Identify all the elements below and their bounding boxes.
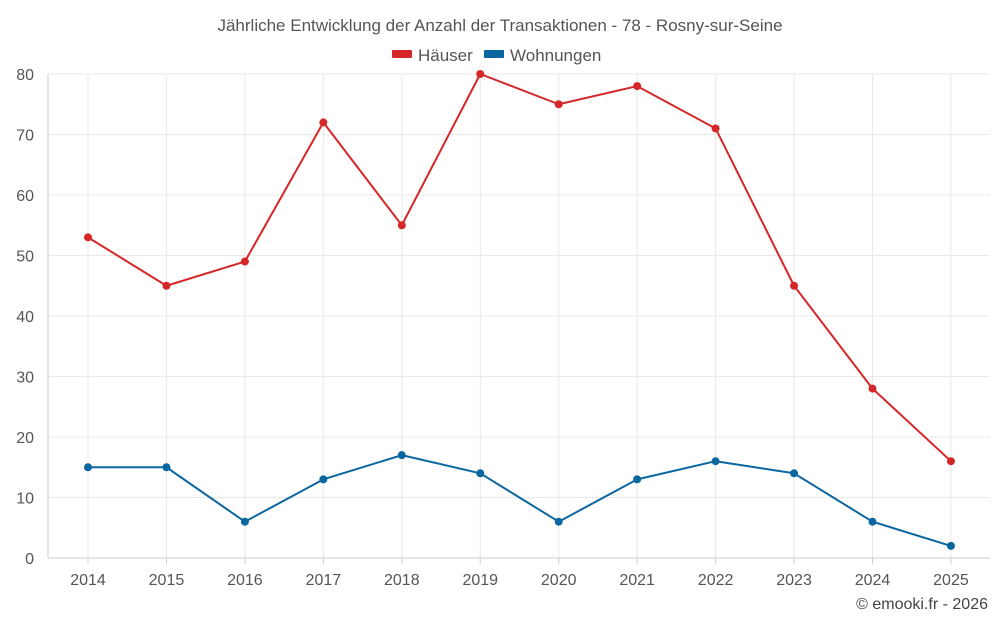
data-point-haeuser[interactable] xyxy=(476,70,485,78)
data-point-wohnungen[interactable] xyxy=(162,463,171,472)
x-tick-label: 2022 xyxy=(698,572,734,589)
y-tick-label: 30 xyxy=(16,370,34,387)
data-point-haeuser[interactable] xyxy=(162,281,171,290)
series xyxy=(84,70,955,550)
data-point-wohnungen[interactable] xyxy=(868,517,877,526)
x-tick-label: 2019 xyxy=(462,572,498,589)
x-tick-label: 2024 xyxy=(855,572,891,589)
data-point-haeuser[interactable] xyxy=(319,118,328,127)
data-point-haeuser[interactable] xyxy=(790,281,799,290)
legend: Häuser Wohnungen xyxy=(392,46,601,65)
legend-label-wohnungen[interactable]: Wohnungen xyxy=(510,46,601,65)
data-point-haeuser[interactable] xyxy=(868,384,877,393)
y-tick-label: 80 xyxy=(16,67,34,84)
y-tick-label: 70 xyxy=(16,128,34,145)
grid xyxy=(48,73,990,558)
credit-text: © emooki.fr - 2026 xyxy=(856,596,988,613)
x-tick-label: 2025 xyxy=(933,572,969,589)
data-point-wohnungen[interactable] xyxy=(84,463,92,472)
series-line-wohnungen xyxy=(88,454,952,547)
data-point-haeuser[interactable] xyxy=(240,257,249,266)
data-point-wohnungen[interactable] xyxy=(711,457,720,466)
y-tick-label: 0 xyxy=(25,551,34,568)
x-tick-label: 2020 xyxy=(541,572,577,589)
data-point-haeuser[interactable] xyxy=(397,221,406,230)
y-tick-label: 40 xyxy=(16,309,34,326)
data-point-wohnungen[interactable] xyxy=(397,451,406,460)
chart-title: Jährliche Entwicklung der Anzahl der Tra… xyxy=(217,16,782,35)
data-point-wohnungen[interactable] xyxy=(476,469,485,478)
x-tick-label: 2017 xyxy=(306,572,342,589)
data-point-haeuser[interactable] xyxy=(554,100,563,109)
data-point-wohnungen[interactable] xyxy=(946,541,955,550)
data-point-wohnungen[interactable] xyxy=(554,517,563,526)
y-tick-label: 50 xyxy=(16,249,34,266)
x-tick-label: 2016 xyxy=(227,572,263,589)
x-tick-label: 2021 xyxy=(619,572,655,589)
legend-label-haeuser[interactable]: Häuser xyxy=(418,46,473,65)
series-line-haeuser xyxy=(87,73,952,462)
data-point-wohnungen[interactable] xyxy=(633,475,642,484)
data-point-haeuser[interactable] xyxy=(84,233,92,242)
legend-swatch-haeuser xyxy=(392,50,412,58)
x-tick-label: 2015 xyxy=(149,572,185,589)
data-point-haeuser[interactable] xyxy=(711,124,720,133)
axes: 0 10 20 30 40 50 60 70 80 2014 2015 2016 2017 2018 201… xyxy=(16,67,990,589)
data-point-wohnungen[interactable] xyxy=(319,475,328,484)
x-tick-label: 2023 xyxy=(776,572,812,589)
x-tick-label: 2018 xyxy=(384,572,420,589)
data-point-wohnungen[interactable] xyxy=(240,517,249,526)
data-point-haeuser[interactable] xyxy=(633,82,642,91)
y-tick-label: 20 xyxy=(16,430,34,447)
data-point-wohnungen[interactable] xyxy=(790,469,799,478)
x-tick-label: 2014 xyxy=(70,572,106,589)
y-tick-label: 10 xyxy=(16,491,34,508)
y-tick-label: 60 xyxy=(16,188,34,205)
data-point-haeuser[interactable] xyxy=(946,457,955,466)
legend-swatch-wohnungen xyxy=(484,50,504,58)
